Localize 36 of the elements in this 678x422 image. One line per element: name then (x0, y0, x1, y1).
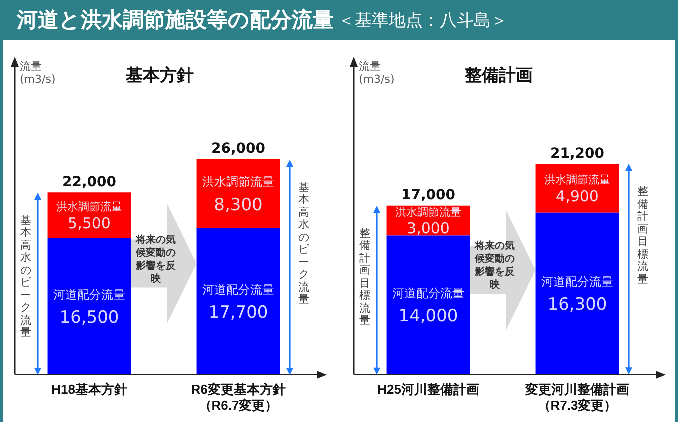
series-label: 洪水調節流量 (202, 175, 274, 190)
y-axis-title: 流量 (m3/s) (20, 60, 56, 86)
annotation: 整備計画目標流量 (637, 185, 650, 286)
x-tick-label: R6変更基本方針（R6.7変更） (191, 382, 286, 413)
annotation: 将来の気候変動の影響を反映 (474, 240, 516, 292)
text: 基本高水のピーク流量 (20, 214, 32, 340)
data-label: 5,500 (68, 214, 111, 232)
data-label: 4,900 (556, 187, 599, 206)
text: 河道と洪水調節施設等の配分流量 (17, 7, 334, 34)
text: 洪水調節流量 (544, 174, 610, 187)
x-tick-label: H18基本方針 (52, 382, 128, 398)
total-label: 21,200 (550, 146, 605, 162)
series-label: 洪水調節流量 (396, 206, 462, 219)
series-label: 河道配分流量 (392, 286, 464, 301)
text: 河道配分流量 (542, 275, 614, 290)
annotation: 整備計画目標流量 (358, 226, 371, 328)
data-label: 14,000 (398, 306, 458, 327)
data-label: 8,300 (214, 195, 263, 216)
total-label: 26,000 (211, 141, 266, 158)
total-label: 22,000 (62, 174, 117, 190)
chart-title: 整備計画 (464, 66, 533, 85)
text: 洪水調節流量 (56, 201, 122, 214)
text: ＜基準地点：八斗島＞ (338, 10, 508, 32)
text: 基本高水のピーク流量 (298, 180, 310, 306)
text: 河道配分流量 (202, 282, 274, 297)
x-tick-label: 変更河川整備計画（R7.3変更） (524, 382, 630, 413)
total-label: 17,000 (401, 188, 456, 204)
series-label: 河道配分流量 (54, 288, 126, 302)
data-label: 16,500 (60, 308, 120, 328)
annotation: 将来の気候変動の影響を反映 (135, 234, 178, 286)
data-label: 17,700 (208, 302, 268, 323)
y-axis-title: 流量 (m3/s) (359, 60, 395, 86)
data-label: 3,000 (407, 220, 450, 238)
data-label: 16,300 (548, 295, 608, 316)
x-tick-label: H25河川整備計画 (378, 382, 480, 398)
chart-title: 基本方針 (125, 66, 194, 85)
